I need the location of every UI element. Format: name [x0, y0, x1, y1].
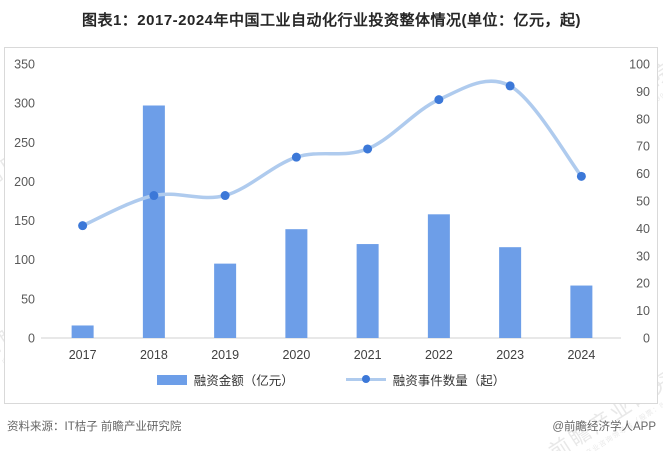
right-axis-tick: 40: [636, 222, 650, 236]
right-axis-tick: 90: [636, 85, 650, 99]
left-axis-tick: 150: [14, 214, 35, 228]
right-axis-tick: 60: [636, 167, 650, 181]
right-axis-tick: 30: [636, 249, 650, 263]
legend-label: 融资金额（亿元）: [193, 374, 294, 388]
bar-2018: [142, 105, 165, 338]
bar-2022: [427, 214, 450, 338]
right-axis-tick: 0: [643, 332, 650, 346]
legend-line-swatch-icon: [345, 375, 386, 384]
marker-2017: [78, 221, 88, 231]
legend-marker-dot-icon: [361, 375, 370, 384]
x-axis-label-2020: 2020: [282, 348, 310, 362]
bar-2020: [285, 229, 308, 338]
marker-2019: [220, 191, 230, 201]
marker-2021: [363, 144, 373, 154]
x-axis-label-2018: 2018: [140, 348, 168, 362]
left-axis-tick: 250: [14, 136, 35, 150]
legend-label: 融资事件数量（起）: [392, 374, 506, 388]
marker-2018: [149, 191, 159, 201]
chart-area: 0 50 100 150 200 250 300 350 0 10 20 30 40 50 60 70 80 90…: [4, 47, 658, 404]
legend-bar-swatch-icon: [156, 374, 187, 385]
left-axis-tick: 0: [28, 332, 35, 346]
marker-2024: [576, 171, 586, 181]
bar-2017: [71, 325, 94, 338]
chart-title: 图表1：2017-2024年中国工业自动化行业投资整体情况(单位：亿元，起): [81, 12, 582, 29]
marker-2020: [291, 152, 301, 162]
bar-2021: [356, 244, 379, 338]
right-axis-tick: 10: [636, 304, 650, 318]
bar-2019: [214, 263, 237, 338]
marker-2022: [434, 95, 444, 105]
right-axis-tick: 100: [629, 58, 650, 72]
chart-legend: 融资金额（亿元） 融资事件数量（起）: [5, 370, 657, 389]
x-axis-label-2024: 2024: [567, 348, 595, 362]
x-axis-label-2017: 2017: [69, 348, 97, 362]
chart-svg: 0 50 100 150 200 250 300 350 0 10 20 30 40 50 60 70 80 90…: [14, 58, 650, 363]
bar-2023: [499, 247, 522, 338]
left-axis-tick: 50: [21, 292, 35, 306]
left-axis-tick: 350: [14, 58, 35, 72]
right-axis-tick: 70: [636, 140, 650, 154]
left-axis-tick: 300: [14, 97, 35, 111]
right-axis-tick: 80: [636, 112, 650, 126]
x-axis-label-2019: 2019: [211, 348, 239, 362]
footer: 资料来源：IT桔子 前瞻产业研究院 @前瞻经济学人APP: [0, 418, 663, 434]
x-axis-label-2021: 2021: [354, 348, 382, 362]
left-axis-tick: 200: [14, 175, 35, 189]
x-axis-label-2023: 2023: [496, 348, 524, 362]
source-text: 资料来源：IT桔子 前瞻产业研究院: [7, 421, 182, 433]
right-axis-tick: 20: [636, 277, 650, 291]
left-axis-tick: 100: [14, 253, 35, 267]
marker-2023: [505, 81, 515, 91]
legend-item-funding-amount: 融资金额（亿元）: [156, 370, 294, 389]
right-axis-tick: 50: [636, 195, 650, 209]
bar-2024: [570, 285, 593, 338]
x-axis-label-2022: 2022: [425, 348, 453, 362]
legend-item-event-count: 融资事件数量（起）: [345, 370, 506, 389]
credit-text: @前瞻经济学人APP: [552, 421, 656, 433]
